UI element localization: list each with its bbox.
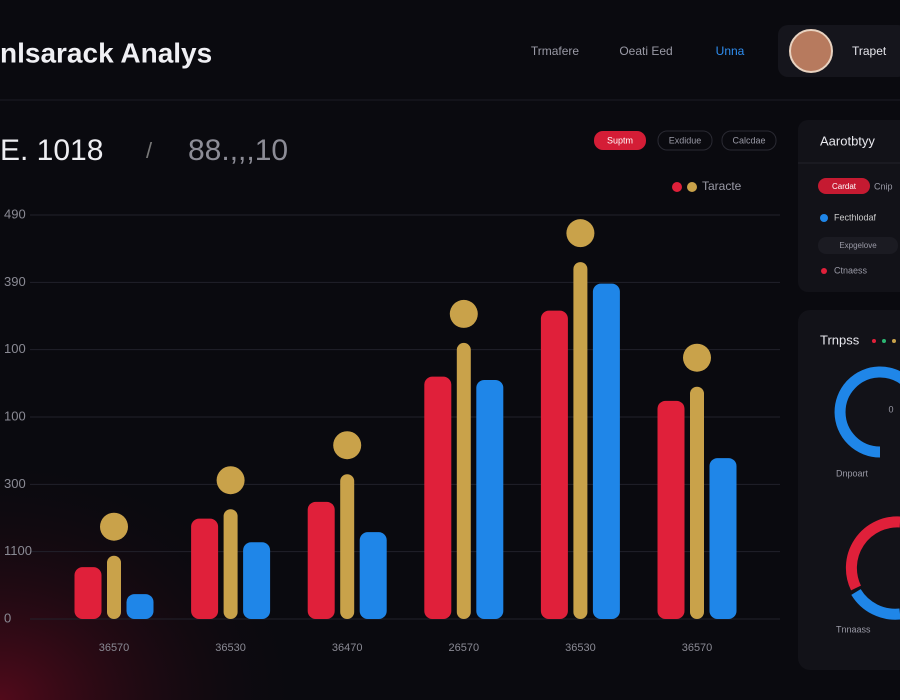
activity-item: Expgelove [839, 241, 877, 250]
user-name: Trapet [852, 44, 887, 58]
x-tick-label: 36470 [332, 642, 363, 654]
nav-item[interactable]: Oeati Eed [619, 44, 672, 58]
status-pill [818, 237, 898, 254]
bar [223, 509, 238, 619]
kpi-primary: E. 1018 [0, 134, 103, 167]
app-title: nlsarack Analys [0, 37, 212, 68]
y-tick-label: 100 [4, 408, 26, 423]
activity-item: Cnip [874, 181, 893, 191]
x-tick-label: 36530 [215, 642, 246, 654]
bar-cap [216, 466, 245, 495]
legend-dot [672, 182, 682, 192]
dot [882, 339, 886, 343]
card-title: Trnpss [820, 332, 860, 347]
status-pill [818, 178, 870, 194]
filter-label[interactable]: Suptm [607, 135, 633, 145]
x-tick-label: 36570 [682, 642, 713, 654]
activity-item: Cardat [832, 182, 857, 191]
gauge-caption: Tnnaass [836, 624, 871, 634]
dot [872, 339, 876, 343]
bar [126, 594, 154, 619]
bar [340, 474, 355, 619]
y-tick-label: 300 [4, 476, 26, 491]
bar-cap [333, 431, 362, 460]
status-dot [820, 214, 828, 222]
bar-cap [683, 343, 711, 372]
bar [592, 283, 620, 619]
legend-label: Taracte [702, 179, 742, 193]
bar-cap [100, 512, 128, 541]
avatar [789, 29, 833, 73]
activity-item: Ctnaess [834, 265, 868, 275]
bar [243, 542, 271, 619]
gauge-value: 0 [888, 404, 893, 414]
bar [74, 567, 102, 619]
kpi-separator: / [146, 138, 153, 163]
filter-pill[interactable] [657, 130, 713, 151]
status-dot [821, 268, 827, 274]
x-tick-label: 26570 [449, 642, 480, 654]
bar [424, 376, 452, 619]
bar [107, 555, 121, 619]
bar [476, 379, 504, 619]
card-title: Aarotbtyy [820, 133, 875, 148]
filter-pill[interactable] [721, 130, 777, 151]
y-tick-label: 100 [4, 341, 26, 356]
legend-dot [687, 182, 697, 192]
kpi-secondary: 88.,,,10 [188, 134, 288, 167]
bar [191, 518, 219, 619]
y-tick-label: 0 [4, 610, 11, 625]
bar [690, 386, 704, 619]
x-tick-label: 36530 [565, 642, 596, 654]
bar [307, 501, 335, 619]
bar [709, 458, 737, 619]
trends-card [798, 310, 900, 670]
bar [359, 532, 387, 619]
filter-label[interactable]: Exdidue [669, 135, 702, 145]
activity-item: Fecthlodaf [834, 212, 877, 222]
gauge-arc [834, 366, 900, 458]
y-tick-label: 490 [4, 206, 26, 221]
gauge-arc [851, 588, 900, 620]
y-tick-label: 390 [4, 274, 26, 289]
bar [657, 400, 685, 619]
gauge-caption: Dnpoart [836, 468, 869, 478]
nav-item[interactable]: Trmafere [531, 44, 580, 58]
gauge-arc [845, 516, 900, 591]
bar [456, 342, 471, 619]
nav-item[interactable]: Unna [716, 44, 745, 58]
filter-label[interactable]: Calcdae [732, 135, 765, 145]
dot [892, 339, 896, 343]
bar-cap [566, 219, 595, 248]
bar [573, 262, 588, 619]
x-tick-label: 36570 [99, 642, 130, 654]
bar [540, 310, 568, 619]
filter-pill[interactable] [594, 131, 646, 150]
y-tick-label: 1100 [4, 543, 32, 558]
bar-cap [449, 299, 478, 328]
